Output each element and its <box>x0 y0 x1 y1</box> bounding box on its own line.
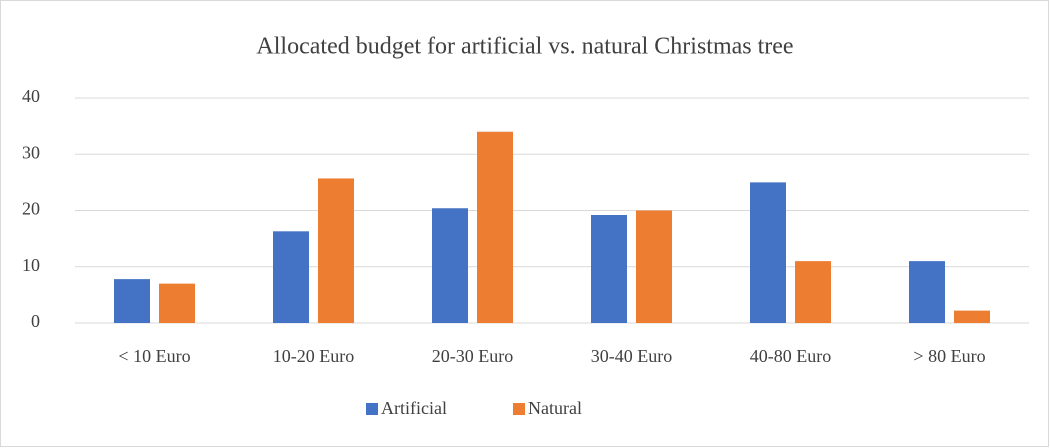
bar <box>273 231 309 323</box>
bar <box>159 283 195 323</box>
bar <box>909 261 945 323</box>
legend-label: Natural <box>528 398 582 418</box>
bar <box>795 261 831 323</box>
x-tick-label: 20-30 Euro <box>432 346 513 366</box>
y-tick-label: 0 <box>31 311 40 331</box>
legend-swatch <box>513 403 525 415</box>
x-tick-label: 30-40 Euro <box>591 346 672 366</box>
y-tick-label: 40 <box>22 86 40 106</box>
bar <box>432 208 468 323</box>
x-tick-label: < 10 Euro <box>118 346 190 366</box>
x-tick-label: > 80 Euro <box>913 346 985 366</box>
bar <box>954 310 990 323</box>
y-tick-label: 10 <box>22 255 40 275</box>
bar <box>318 178 354 323</box>
y-tick-label: 30 <box>22 142 40 162</box>
x-tick-label: 10-20 Euro <box>273 346 354 366</box>
legend-label: Artificial <box>381 398 447 418</box>
bar <box>636 210 672 323</box>
chart-title: Allocated budget for artificial vs. natu… <box>256 34 793 60</box>
x-tick-label: 40-80 Euro <box>750 346 831 366</box>
y-tick-label: 20 <box>22 199 40 219</box>
bar <box>591 215 627 323</box>
bar <box>114 279 150 323</box>
bar <box>477 131 513 323</box>
bar <box>750 182 786 323</box>
legend-swatch <box>366 403 378 415</box>
